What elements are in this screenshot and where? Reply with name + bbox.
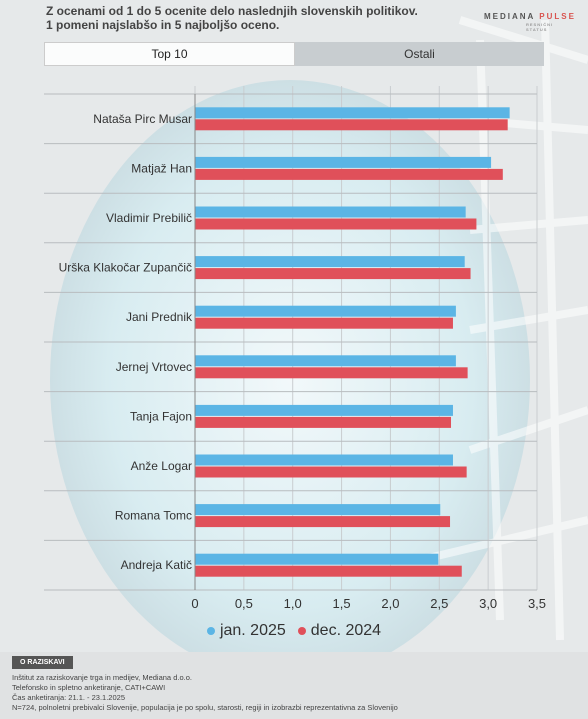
bar-dec-2024 — [195, 367, 468, 379]
bar-jan-2025 — [195, 553, 439, 565]
bar-dec-2024 — [195, 268, 471, 280]
category-label: Andreja Katič — [121, 558, 192, 572]
bar-dec-2024 — [195, 466, 467, 478]
about-survey-button[interactable]: O RAZISKAVI — [12, 656, 73, 669]
category-label: Anže Logar — [131, 459, 192, 473]
bar-dec-2024 — [195, 516, 451, 528]
bar-jan-2025 — [195, 454, 453, 466]
bar-dec-2024 — [195, 218, 477, 230]
category-label: Tanja Fajon — [130, 409, 192, 423]
legend-item-dec-2024: dec. 2024 — [297, 622, 382, 640]
x-tick-label: 3,0 — [479, 596, 497, 611]
bar-jan-2025 — [195, 504, 441, 516]
category-label: Nataša Pirc Musar — [93, 112, 192, 126]
footer: O RAZISKAVI Inštitut za raziskovanje trg… — [0, 652, 588, 719]
chart-legend: jan. 2025 dec. 2024 — [0, 622, 588, 640]
note-line: N=724, polnoletni prebivalci Slovenije, … — [12, 703, 398, 712]
note-line: Telefonsko in spletno anketiranje, CATI+… — [12, 683, 166, 692]
legend-item-jan-2025: jan. 2025 — [206, 622, 286, 640]
tab-top-10[interactable]: Top 10 — [44, 42, 295, 66]
chart-header: Z ocenami od 1 do 5 ocenite delo nasledn… — [46, 4, 446, 32]
x-tick-label: 3,5 — [528, 596, 546, 611]
bar-jan-2025 — [195, 256, 465, 268]
x-tick-label: 1,0 — [284, 596, 302, 611]
category-label: Matjaž Han — [131, 161, 192, 175]
bar-jan-2025 — [195, 206, 466, 218]
category-label: Jani Prednik — [126, 310, 193, 324]
note-line: Inštitut za raziskovanje trga in medijev… — [12, 673, 192, 682]
legend-label-dec-2024: dec. 2024 — [310, 622, 382, 639]
question-line-2: 1 pomeni najslabšo in 5 najboljšo oceno. — [46, 18, 280, 32]
note-line: Čas anketiranja: 21.1. - 23.1.2025 — [12, 693, 125, 702]
x-tick-label: 2,5 — [430, 596, 448, 611]
legend-swatch-jan-2025 — [206, 627, 215, 635]
bar-jan-2025 — [195, 355, 456, 367]
mediana-pulse-logo: MEDIANA PULSE RESNIČNI STATUS — [484, 12, 576, 32]
question-line-1: Z ocenami od 1 do 5 ocenite delo nasledn… — [46, 4, 418, 18]
bar-dec-2024 — [195, 317, 453, 329]
x-tick-label: 1,5 — [333, 596, 351, 611]
category-label: Vladimir Prebilič — [106, 211, 192, 225]
bar-jan-2025 — [195, 305, 456, 317]
category-label: Jernej Vrtovec — [116, 360, 192, 374]
bar-jan-2025 — [195, 107, 510, 119]
x-tick-label: 0 — [191, 596, 198, 611]
tab-ostali[interactable]: Ostali — [295, 42, 544, 66]
bar-jan-2025 — [195, 156, 492, 168]
bar-dec-2024 — [195, 168, 503, 180]
x-tick-label: 0,5 — [235, 596, 253, 611]
category-label: Romana Tomc — [115, 509, 192, 523]
x-tick-label: 2,0 — [381, 596, 399, 611]
bar-dec-2024 — [195, 565, 462, 577]
survey-notes: Inštitut za raziskovanje trga in medijev… — [12, 673, 398, 713]
bar-dec-2024 — [195, 416, 452, 428]
legend-label-jan-2025: jan. 2025 — [219, 622, 286, 639]
tab-bar: Top 10 Ostali — [44, 42, 544, 66]
category-label: Urška Klakočar Zupančič — [59, 261, 192, 275]
legend-swatch-dec-2024 — [297, 627, 306, 635]
bar-jan-2025 — [195, 404, 453, 416]
bar-dec-2024 — [195, 119, 508, 131]
bar-chart: Nataša Pirc Musar Matjaž Han Vladimir Preb… — [44, 86, 546, 611]
